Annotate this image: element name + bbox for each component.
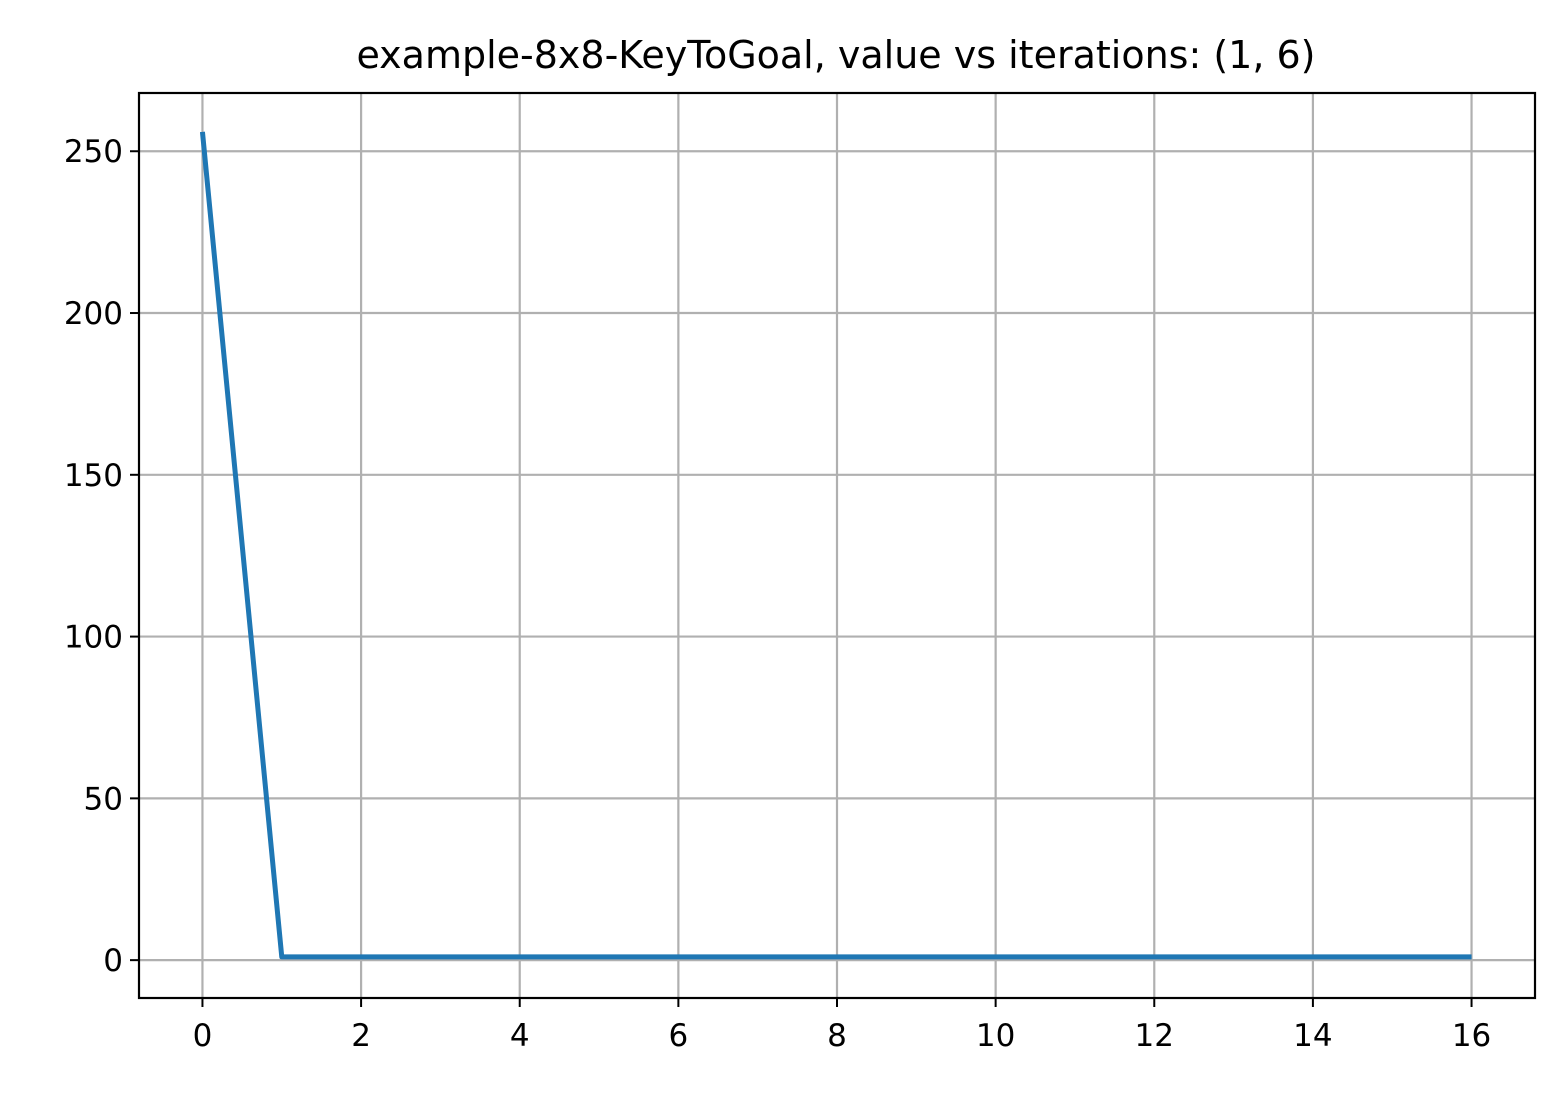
y-tick-label: 150 bbox=[64, 458, 123, 494]
x-tick-label: 8 bbox=[827, 1018, 847, 1054]
y-tick-label: 200 bbox=[64, 296, 123, 332]
x-tick-label: 12 bbox=[1135, 1018, 1174, 1054]
x-tick-label: 10 bbox=[976, 1018, 1015, 1054]
x-tick-label: 6 bbox=[668, 1018, 688, 1054]
grid bbox=[139, 93, 1535, 998]
y-tick-label: 100 bbox=[64, 620, 123, 656]
x-tick-label: 14 bbox=[1293, 1018, 1332, 1054]
y-tick-label: 50 bbox=[84, 781, 123, 817]
y-tick-label: 0 bbox=[103, 943, 123, 979]
x-tick-label: 0 bbox=[193, 1018, 213, 1054]
y-tick-label: 250 bbox=[64, 134, 123, 170]
x-tick-label: 4 bbox=[510, 1018, 530, 1054]
ticks: 0 2 4 6 8 10 12 14 16 0 50 100 150 200 250 bbox=[64, 134, 1491, 1054]
series-layer bbox=[199, 131, 1472, 960]
chart-title: example-8x8-KeyToGoal, value vs iteratio… bbox=[356, 33, 1315, 77]
x-tick-label: 2 bbox=[351, 1018, 371, 1054]
x-tick-label: 16 bbox=[1452, 1018, 1491, 1054]
series-line bbox=[199, 131, 1472, 960]
